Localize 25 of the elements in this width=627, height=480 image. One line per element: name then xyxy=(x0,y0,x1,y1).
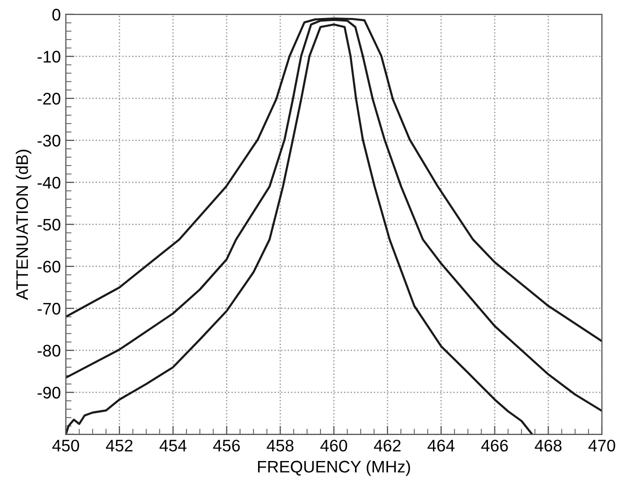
x-tick-label: 450 xyxy=(52,440,80,452)
x-tick-label: 462 xyxy=(374,440,401,452)
line-series xyxy=(66,23,534,434)
y-tick-label: -10 xyxy=(38,50,60,63)
x-tick-label: 452 xyxy=(106,440,133,452)
x-tick-label: 460 xyxy=(320,440,348,452)
y-tick-label: -60 xyxy=(38,260,60,273)
x-tick-label: 466 xyxy=(481,440,508,452)
x-tick-label: 458 xyxy=(266,440,294,452)
x-tick-label: 464 xyxy=(428,440,455,452)
y-tick-label: -70 xyxy=(38,302,60,315)
y-tick-label: -50 xyxy=(38,218,60,231)
y-tick-label: -40 xyxy=(38,176,60,189)
x-tick-label: 470 xyxy=(588,440,616,452)
x-tick-label: 454 xyxy=(160,440,186,452)
y-axis-title: ATTENUATION (dB) xyxy=(16,150,32,300)
y-tick-label: -30 xyxy=(38,134,60,147)
y-tick-label: -90 xyxy=(38,386,60,399)
x-axis-title: FREQUENCY (MHz) xyxy=(258,460,410,476)
line-series xyxy=(66,18,602,412)
y-tick-label: -80 xyxy=(38,344,60,357)
y-tick-label: -20 xyxy=(38,92,60,105)
x-tick-label: 468 xyxy=(534,440,562,452)
x-tick-label: 456 xyxy=(213,440,240,452)
y-tick-label: 0 xyxy=(52,8,60,21)
